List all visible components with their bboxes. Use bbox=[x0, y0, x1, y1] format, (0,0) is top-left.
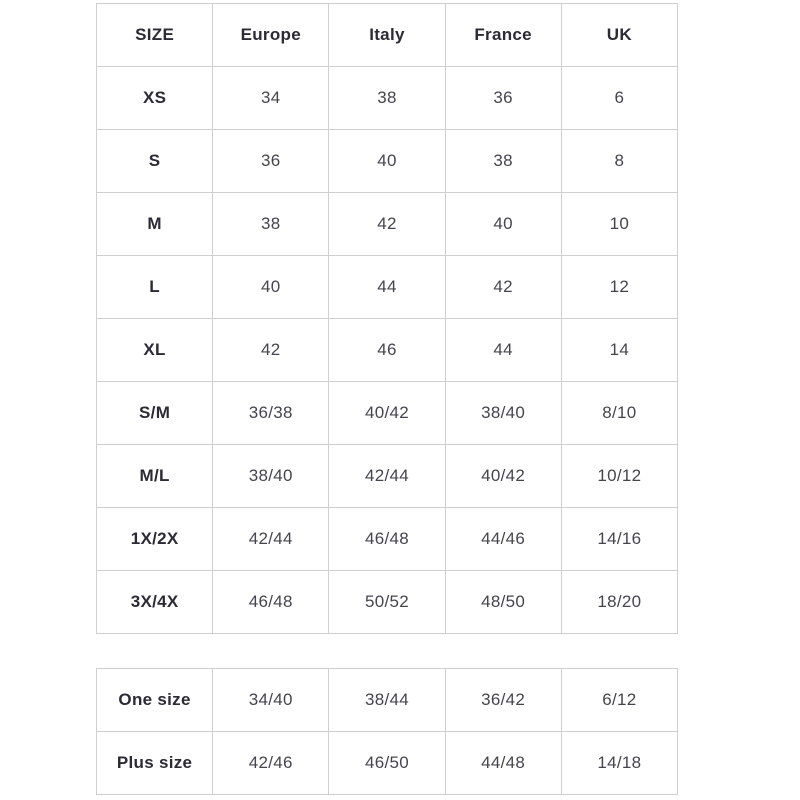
size-cell: 3X/4X bbox=[95, 570, 214, 634]
value-cell: 38 bbox=[328, 66, 446, 130]
value-cell: 38 bbox=[212, 192, 330, 256]
size-cell: L bbox=[95, 255, 214, 319]
value-cell: 46/50 bbox=[328, 731, 446, 795]
value-cell: 44 bbox=[444, 318, 562, 382]
table-row: 1X/2X 42/44 46/48 44/46 14/16 bbox=[95, 507, 679, 571]
size-cell: XL bbox=[95, 318, 214, 382]
value-cell: 42/46 bbox=[212, 731, 330, 795]
table-row: M 38 42 40 10 bbox=[95, 192, 679, 256]
value-cell: 40 bbox=[328, 129, 446, 193]
tables-wrap: SIZE Europe Italy France UK XS 34 38 36 … bbox=[95, 3, 679, 795]
value-cell: 14/16 bbox=[560, 507, 679, 571]
value-cell: 48/50 bbox=[444, 570, 562, 634]
size-cell: 1X/2X bbox=[95, 507, 214, 571]
size-cell: S/M bbox=[95, 381, 214, 445]
value-cell: 36/38 bbox=[212, 381, 330, 445]
table-row: M/L 38/40 42/44 40/42 10/12 bbox=[95, 444, 679, 508]
value-cell: 46/48 bbox=[328, 507, 446, 571]
value-cell: 14 bbox=[560, 318, 679, 382]
value-cell: 38/40 bbox=[444, 381, 562, 445]
value-cell: 36 bbox=[444, 66, 562, 130]
value-cell: 42 bbox=[328, 192, 446, 256]
column-header-europe: Europe bbox=[212, 3, 330, 67]
value-cell: 42/44 bbox=[212, 507, 330, 571]
value-cell: 36 bbox=[212, 129, 330, 193]
column-header-size: SIZE bbox=[95, 3, 214, 67]
size-cell: One size bbox=[95, 668, 214, 732]
value-cell: 18/20 bbox=[560, 570, 679, 634]
value-cell: 34 bbox=[212, 66, 330, 130]
value-cell: 10 bbox=[560, 192, 679, 256]
value-cell: 38 bbox=[444, 129, 562, 193]
size-cell: M/L bbox=[95, 444, 214, 508]
table-row: S 36 40 38 8 bbox=[95, 129, 679, 193]
value-cell: 40 bbox=[212, 255, 330, 319]
table-row: S/M 36/38 40/42 38/40 8/10 bbox=[95, 381, 679, 445]
table-row: XL 42 46 44 14 bbox=[95, 318, 679, 382]
column-header-france: France bbox=[444, 3, 562, 67]
value-cell: 38/40 bbox=[212, 444, 330, 508]
size-cell: XS bbox=[95, 66, 214, 130]
value-cell: 46/48 bbox=[212, 570, 330, 634]
value-cell: 42/44 bbox=[328, 444, 446, 508]
value-cell: 14/18 bbox=[560, 731, 679, 795]
value-cell: 40/42 bbox=[328, 381, 446, 445]
value-cell: 12 bbox=[560, 255, 679, 319]
value-cell: 8/10 bbox=[560, 381, 679, 445]
value-cell: 50/52 bbox=[328, 570, 446, 634]
value-cell: 6 bbox=[560, 66, 679, 130]
table-row: XS 34 38 36 6 bbox=[95, 66, 679, 130]
value-cell: 40 bbox=[444, 192, 562, 256]
table-row: Plus size 42/46 46/50 44/48 14/18 bbox=[95, 731, 679, 795]
column-header-uk: UK bbox=[560, 3, 679, 67]
value-cell: 36/42 bbox=[444, 668, 562, 732]
value-cell: 40/42 bbox=[444, 444, 562, 508]
table-row: 3X/4X 46/48 50/52 48/50 18/20 bbox=[95, 570, 679, 634]
column-header-italy: Italy bbox=[328, 3, 446, 67]
value-cell: 6/12 bbox=[560, 668, 679, 732]
value-cell: 42 bbox=[212, 318, 330, 382]
size-cell: M bbox=[95, 192, 214, 256]
value-cell: 34/40 bbox=[212, 668, 330, 732]
value-cell: 10/12 bbox=[560, 444, 679, 508]
size-cell: S bbox=[95, 129, 214, 193]
value-cell: 42 bbox=[444, 255, 562, 319]
value-cell: 44/48 bbox=[444, 731, 562, 795]
value-cell: 8 bbox=[560, 129, 679, 193]
special-sizes-table: One size 34/40 38/44 36/42 6/12 Plus siz… bbox=[95, 668, 679, 795]
size-conversion-table: SIZE Europe Italy France UK XS 34 38 36 … bbox=[95, 3, 679, 634]
size-cell: Plus size bbox=[95, 731, 214, 795]
value-cell: 46 bbox=[328, 318, 446, 382]
header-row: SIZE Europe Italy France UK bbox=[95, 3, 679, 67]
table-row: One size 34/40 38/44 36/42 6/12 bbox=[95, 668, 679, 732]
table-row: L 40 44 42 12 bbox=[95, 255, 679, 319]
value-cell: 44/46 bbox=[444, 507, 562, 571]
value-cell: 38/44 bbox=[328, 668, 446, 732]
value-cell: 44 bbox=[328, 255, 446, 319]
